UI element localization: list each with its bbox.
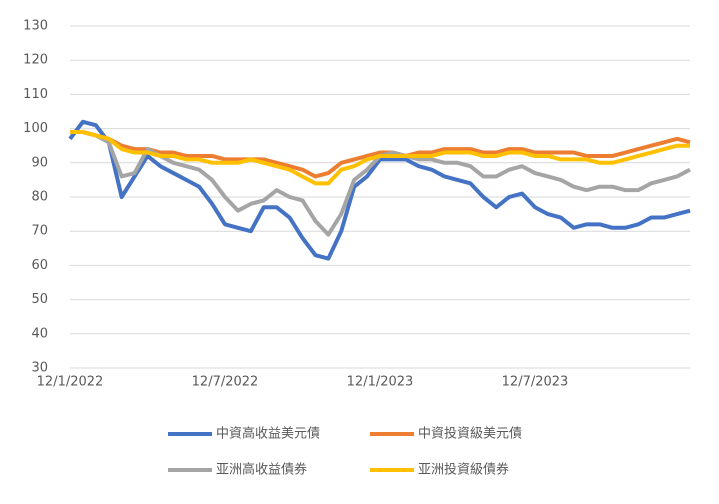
y-tick-label: 130 (23, 19, 48, 34)
y-tick-label: 70 (31, 224, 48, 239)
y-tick-label: 110 (23, 87, 48, 102)
x-tick-label: 12/7/2023 (502, 375, 569, 390)
x-tick-label: 12/1/2023 (347, 375, 414, 390)
x-tick-label: 12/7/2022 (192, 375, 259, 390)
y-tick-label: 60 (31, 258, 48, 273)
legend-label: 亚洲高收益債券 (216, 462, 307, 478)
y-tick-label: 100 (23, 121, 48, 136)
series-line (70, 130, 691, 237)
legend-label: 中資高收益美元債 (216, 426, 320, 442)
series-line (70, 130, 691, 179)
y-tick-label: 40 (31, 326, 48, 341)
y-tick-label: 80 (31, 190, 48, 205)
series-line (68, 119, 691, 261)
y-tick-label: 120 (23, 53, 48, 68)
y-tick-label: 30 (31, 361, 48, 376)
legend-label: 中資投資級美元債 (418, 426, 522, 442)
y-tick-label: 90 (31, 155, 48, 170)
x-tick-label: 12/1/2022 (37, 375, 104, 390)
y-tick-label: 50 (31, 292, 48, 307)
series-line (70, 130, 690, 186)
legend-label: 亚洲投資級債券 (418, 462, 509, 478)
